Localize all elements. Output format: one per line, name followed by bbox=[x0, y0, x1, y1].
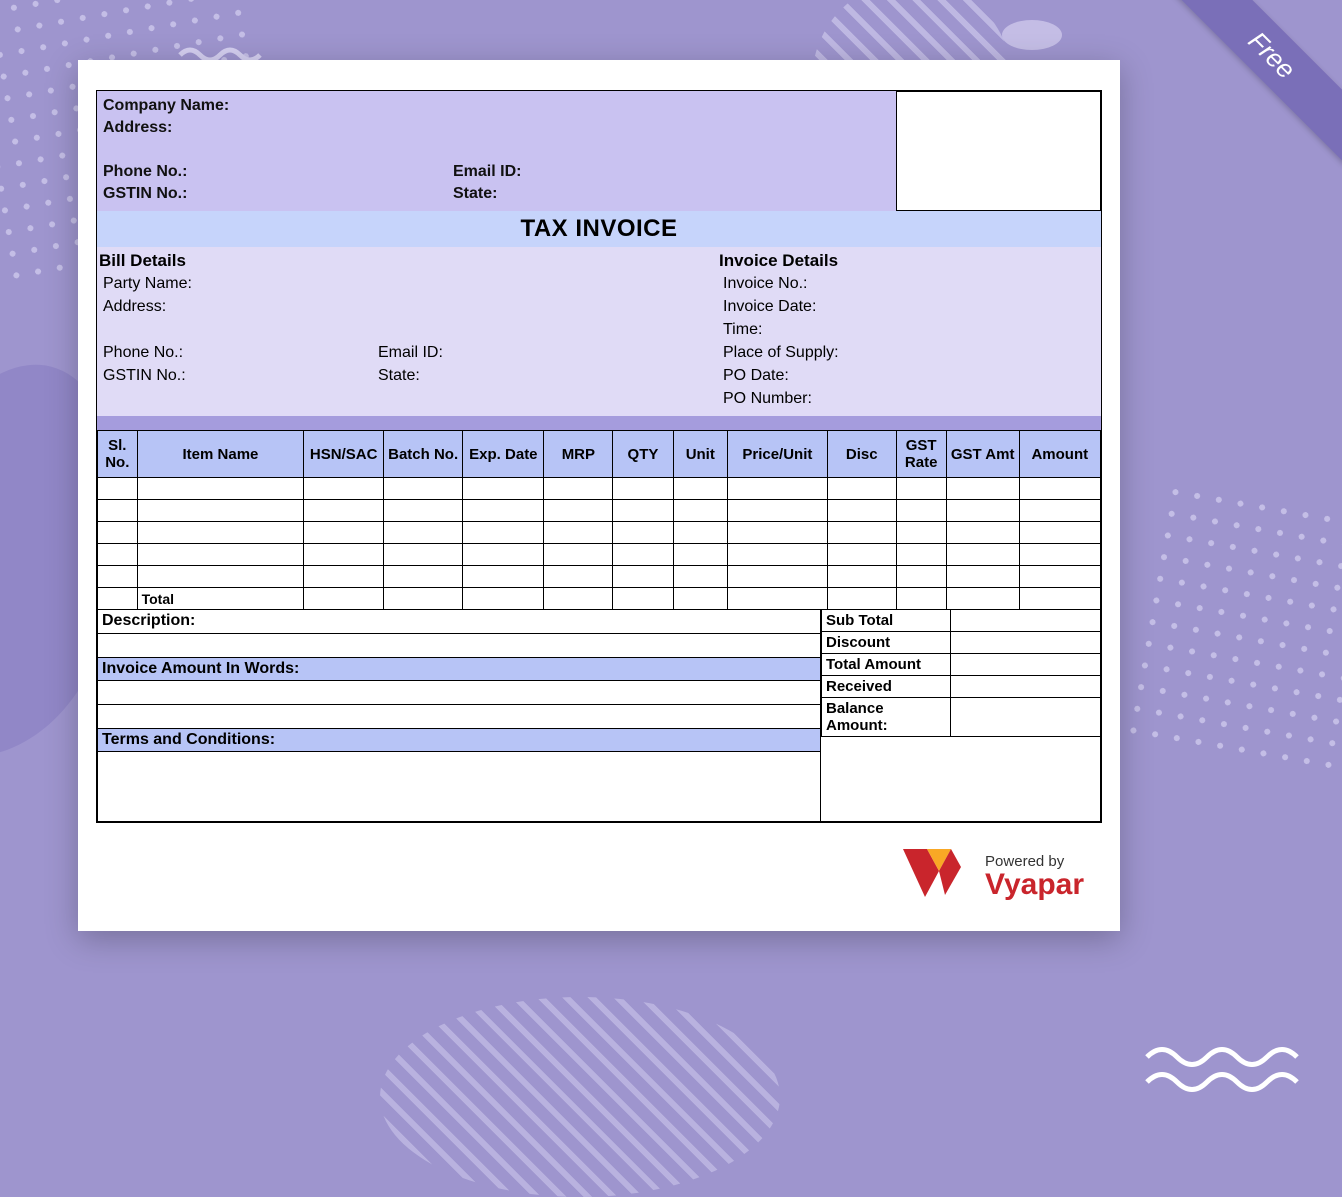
received-value bbox=[951, 676, 1101, 698]
items-table: Sl. No. Item Name HSN/SAC Batch No. Exp.… bbox=[97, 430, 1101, 610]
invoice-footer: Description: Invoice Amount In Words: Te… bbox=[97, 610, 1101, 822]
amount-words-label: Invoice Amount In Words: bbox=[97, 658, 821, 681]
bg-dots-right bbox=[1121, 479, 1342, 780]
description-box bbox=[97, 634, 821, 658]
terms-label: Terms and Conditions: bbox=[97, 729, 821, 752]
terms-box bbox=[97, 752, 821, 822]
col-gst-rate: GST Rate bbox=[896, 431, 946, 478]
subtotal-value bbox=[951, 610, 1101, 632]
amount-words-box-1 bbox=[97, 681, 821, 705]
vyapar-logo-icon bbox=[901, 847, 971, 905]
bill-state-label: State: bbox=[374, 365, 719, 387]
bill-gstin-label: GSTIN No.: bbox=[99, 365, 374, 387]
col-disc: Disc bbox=[827, 431, 896, 478]
brand-name: Vyapar bbox=[985, 870, 1084, 900]
logo-placeholder bbox=[896, 91, 1101, 211]
company-header: Company Name: Address: Phone No.: Email … bbox=[97, 91, 1101, 211]
invoice-time-label: Time: bbox=[719, 319, 766, 341]
col-slno: Sl. No. bbox=[98, 431, 138, 478]
balance-value bbox=[951, 698, 1101, 737]
col-item-name: Item Name bbox=[137, 431, 304, 478]
company-email-label: Email ID: bbox=[449, 161, 894, 183]
items-header-row: Sl. No. Item Name HSN/SAC Batch No. Exp.… bbox=[98, 431, 1101, 478]
invoice-date-label: Invoice Date: bbox=[719, 296, 820, 318]
description-label: Description: bbox=[97, 610, 821, 634]
table-row bbox=[98, 544, 1101, 566]
table-row bbox=[98, 522, 1101, 544]
powered-by-label: Powered by bbox=[985, 853, 1084, 870]
col-batch: Batch No. bbox=[384, 431, 463, 478]
place-of-supply-label: Place of Supply: bbox=[719, 342, 843, 364]
party-name-label: Party Name: bbox=[99, 273, 374, 295]
subtotal-label: Sub Total bbox=[821, 610, 951, 632]
discount-label: Discount bbox=[821, 632, 951, 654]
free-ribbon: Free bbox=[1162, 0, 1342, 165]
bill-address-label: Address: bbox=[99, 296, 374, 318]
total-row: Total bbox=[98, 588, 1101, 610]
col-amount: Amount bbox=[1019, 431, 1100, 478]
discount-value bbox=[951, 632, 1101, 654]
col-unit: Unit bbox=[673, 431, 727, 478]
col-mrp: MRP bbox=[544, 431, 613, 478]
company-name-label: Company Name: bbox=[99, 95, 449, 117]
col-gst-amt: GST Amt bbox=[946, 431, 1019, 478]
company-address-label: Address: bbox=[99, 117, 449, 139]
po-date-label: PO Date: bbox=[719, 365, 793, 387]
bg-squiggle-bottom bbox=[1142, 1037, 1302, 1097]
bill-section-header: Bill Details bbox=[99, 251, 186, 271]
powered-by: Powered by Vyapar bbox=[96, 823, 1102, 911]
spacer-bar bbox=[97, 416, 1101, 430]
amount-words-box-2 bbox=[97, 705, 821, 729]
details-block: Bill Details Party Name: Address: Phone … bbox=[97, 247, 1101, 416]
invoice-section-header: Invoice Details bbox=[719, 251, 838, 271]
signature-box bbox=[821, 737, 1101, 822]
bg-oval bbox=[1002, 20, 1062, 50]
table-row bbox=[98, 566, 1101, 588]
invoice-page: Company Name: Address: Phone No.: Email … bbox=[78, 60, 1120, 931]
total-amount-label: Total Amount bbox=[821, 654, 951, 676]
invoice-title: TAX INVOICE bbox=[97, 211, 1101, 247]
table-row bbox=[98, 500, 1101, 522]
invoice-container: Company Name: Address: Phone No.: Email … bbox=[96, 90, 1102, 823]
received-label: Received bbox=[821, 676, 951, 698]
col-hsn: HSN/SAC bbox=[304, 431, 384, 478]
col-qty: QTY bbox=[613, 431, 673, 478]
bg-lines-bottom bbox=[380, 997, 780, 1197]
table-row bbox=[98, 478, 1101, 500]
col-exp: Exp. Date bbox=[463, 431, 544, 478]
bill-email-label: Email ID: bbox=[374, 342, 719, 364]
po-number-label: PO Number: bbox=[719, 388, 816, 410]
company-phone-label: Phone No.: bbox=[99, 161, 449, 183]
company-state-label: State: bbox=[449, 183, 894, 205]
invoice-no-label: Invoice No.: bbox=[719, 273, 811, 295]
company-gstin-label: GSTIN No.: bbox=[99, 183, 449, 205]
col-price-unit: Price/Unit bbox=[727, 431, 827, 478]
total-amount-value bbox=[951, 654, 1101, 676]
bill-phone-label: Phone No.: bbox=[99, 342, 374, 364]
balance-label: Balance Amount: bbox=[821, 698, 951, 737]
